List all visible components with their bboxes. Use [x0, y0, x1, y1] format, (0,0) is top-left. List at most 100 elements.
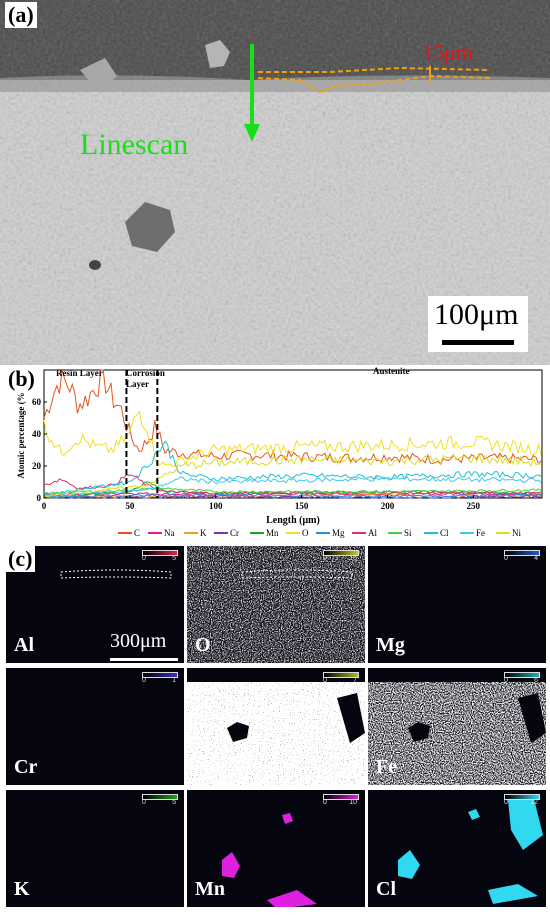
eds-map-fe: 0 6 Fe: [368, 668, 546, 785]
eds-map-cl: 0 12 Cl: [368, 790, 546, 907]
dark-pit: [89, 260, 101, 270]
eds-map-image: [6, 668, 184, 785]
colorbar-min: 0: [142, 677, 146, 684]
eds-map-al: 0 5 Al 300μm: [6, 546, 184, 663]
colorbar-gradient: [323, 550, 359, 556]
colorbar-max: 4: [534, 555, 538, 562]
debris-particle: [80, 58, 117, 92]
eds-map-image: [187, 668, 365, 785]
colorbar-min: 0: [323, 677, 327, 684]
colorbar-min: 0: [504, 555, 508, 562]
series-line-O: [43, 409, 542, 468]
colorbar-gradient: [504, 550, 540, 556]
colorbar: 0 10: [323, 794, 359, 808]
map-scale-label: 300μm: [110, 630, 167, 652]
panel-b-label: (b): [5, 366, 38, 392]
element-label: O: [195, 634, 211, 656]
map-scale-bar: [110, 658, 178, 661]
legend-label-Ni: Ni: [512, 528, 521, 538]
linescan-chart-panel: Resin Layer Corrosion Layer Austenite 0 50 100…: [0, 366, 550, 544]
panel-c-label: (c): [5, 546, 36, 572]
y-tick-label: 0: [37, 493, 42, 503]
eds-map-image: [368, 668, 546, 785]
legend-label-Cl: Cl: [440, 528, 449, 538]
linescan-label: Linescan: [80, 128, 189, 161]
colorbar-min: 0: [323, 555, 327, 562]
legend-label-O: O: [302, 528, 309, 538]
sem-image: [0, 0, 550, 365]
eds-map-cr: 0 1 Cr: [6, 668, 184, 785]
x-tick-label: 150: [295, 501, 309, 511]
colorbar-gradient: [504, 672, 540, 678]
x-tick-label: 50: [125, 501, 135, 511]
legend-label-Mn: Mn: [266, 528, 279, 538]
eds-map-image: [187, 546, 365, 663]
legend-label-Mg: Mg: [332, 528, 345, 538]
series-line-Ni: [43, 453, 542, 498]
x-tick-label: 100: [209, 501, 223, 511]
eds-map-mg: 0 4 Mg: [368, 546, 546, 663]
colorbar-min: 0: [504, 799, 508, 806]
legend-label-Na: Na: [164, 528, 175, 538]
series-line-C: [43, 369, 542, 465]
scale-bar-box: 100μm: [428, 296, 528, 352]
colorbar-gradient: [142, 550, 178, 556]
legend-label-Cr: Cr: [230, 528, 239, 538]
element-label: K: [14, 878, 30, 900]
colorbar-max: 5: [172, 555, 176, 562]
eds-map-o: 0 16 O: [187, 546, 365, 663]
colorbar-gradient: [142, 672, 178, 678]
x-tick-label: 250: [467, 501, 481, 511]
element-label: Mn: [195, 878, 225, 900]
eds-map-image: [368, 790, 546, 907]
colorbar: 0 12: [504, 794, 540, 808]
sem-micrograph-panel: (a) Linescan 15μm 100μm: [0, 0, 550, 365]
legend-label-K: K: [200, 528, 207, 538]
eds-maps-panel: (c) 0 5 Al 300μm 0 16 O 0 4 Mg 0 1 Cr 0 7 Ni 0 6 Fe 0 5 K 0 10 M…: [0, 546, 550, 915]
colorbar-max: 5: [172, 799, 176, 806]
colorbar: 0 16: [323, 550, 359, 564]
colorbar-max: 1: [172, 677, 176, 684]
x-axis-label: Length (μm): [266, 515, 320, 526]
eds-map-image: [6, 546, 184, 663]
region-label: Austenite: [373, 366, 410, 376]
element-label: Fe: [376, 756, 398, 778]
scale-bar-label: 100μm: [434, 298, 519, 331]
x-tick-label: 0: [42, 501, 47, 511]
colorbar-min: 0: [504, 677, 508, 684]
element-label: Al: [14, 634, 34, 656]
region-label: Corrosion: [126, 368, 165, 378]
colorbar-min: 0: [142, 555, 146, 562]
y-tick-label: 60: [32, 397, 42, 407]
eds-map-mn: 0 10 Mn: [187, 790, 365, 907]
colorbar-min: 0: [142, 799, 146, 806]
colorbar-gradient: [323, 672, 359, 678]
colorbar-gradient: [504, 794, 540, 800]
linescan-arrow-head: [244, 124, 260, 142]
colorbar-max: 7: [353, 677, 357, 684]
corrosion-boundary-upper: [258, 66, 491, 73]
colorbar-max: 6: [534, 677, 538, 684]
y-tick-label: 40: [32, 429, 42, 439]
y-tick-label: 20: [32, 461, 42, 471]
legend-label-Fe: Fe: [476, 528, 485, 538]
colorbar-gradient: [142, 794, 178, 800]
scale-bar: [442, 340, 514, 345]
element-label: Cl: [376, 878, 396, 900]
element-label: Cr: [14, 756, 38, 778]
eds-map-ni: 0 7 Ni: [187, 668, 365, 785]
legend-label-Al: Al: [368, 528, 377, 538]
region-label: Resin Layer: [56, 368, 103, 378]
element-label: Ni: [195, 756, 215, 778]
legend-label-C: C: [134, 528, 140, 538]
colorbar-gradient: [323, 794, 359, 800]
element-label: Mg: [376, 634, 405, 656]
eds-map-image: [6, 790, 184, 907]
